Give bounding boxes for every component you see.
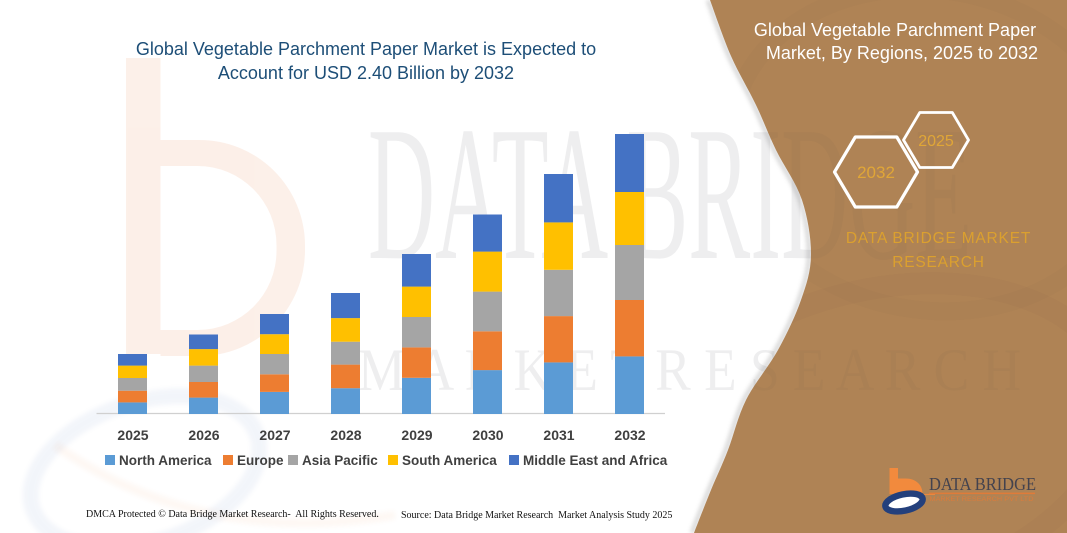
svg-text:2025: 2025 [918, 133, 954, 150]
svg-text:M A R K E T R E S E A R C H: M A R K E T R E S E A R C H [358, 337, 1021, 403]
svg-text:DATA BRIDGE: DATA BRIDGE [929, 474, 1036, 494]
svg-text:DATA BRIDGE: DATA BRIDGE [368, 87, 972, 300]
svg-text:MARKET RESEARCH PVT LTD: MARKET RESEARCH PVT LTD [930, 496, 1034, 503]
svg-text:2032: 2032 [857, 163, 895, 182]
